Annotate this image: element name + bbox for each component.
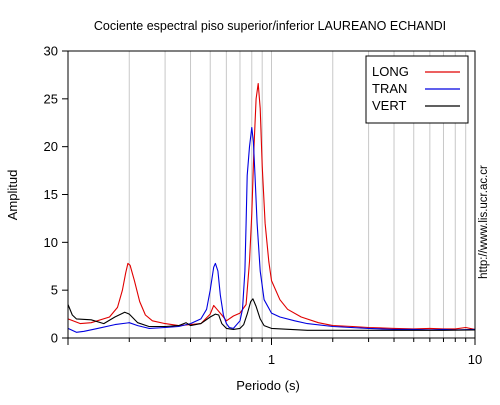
legend-label-vert: VERT: [372, 98, 406, 113]
y-axis-label: Amplitud: [5, 170, 20, 221]
y-tick-label: 25: [44, 91, 58, 106]
chart-title: Cociente espectral piso superior/inferio…: [94, 19, 446, 33]
legend: LONG TRAN VERT: [365, 55, 469, 124]
x-tick-label: 10: [468, 352, 482, 367]
x-axis-label: Periodo (s): [236, 378, 300, 393]
series-layer: [67, 82, 476, 333]
series-line-long: [67, 82, 476, 330]
y-tick-label: 20: [44, 139, 58, 154]
series-line-vert: [67, 298, 476, 331]
y-tick-label: 10: [44, 235, 58, 250]
legend-label-long: LONG: [372, 64, 409, 79]
legend-label-tran: TRAN: [372, 81, 407, 96]
y-tick-label: 30: [44, 44, 58, 59]
series-line-tran: [67, 126, 476, 333]
x-tick-label: 1: [268, 352, 275, 367]
legend-items: LONG TRAN VERT: [372, 64, 460, 113]
y-tick-label: 15: [44, 187, 58, 202]
credit-url: http://www.lis.ucr.ac.cr: [478, 165, 490, 279]
y-tick-label: 0: [51, 331, 58, 346]
tick-layer: 0 5 10 15 20 25 30 1 10: [44, 44, 483, 368]
y-tick-label: 5: [51, 283, 58, 298]
